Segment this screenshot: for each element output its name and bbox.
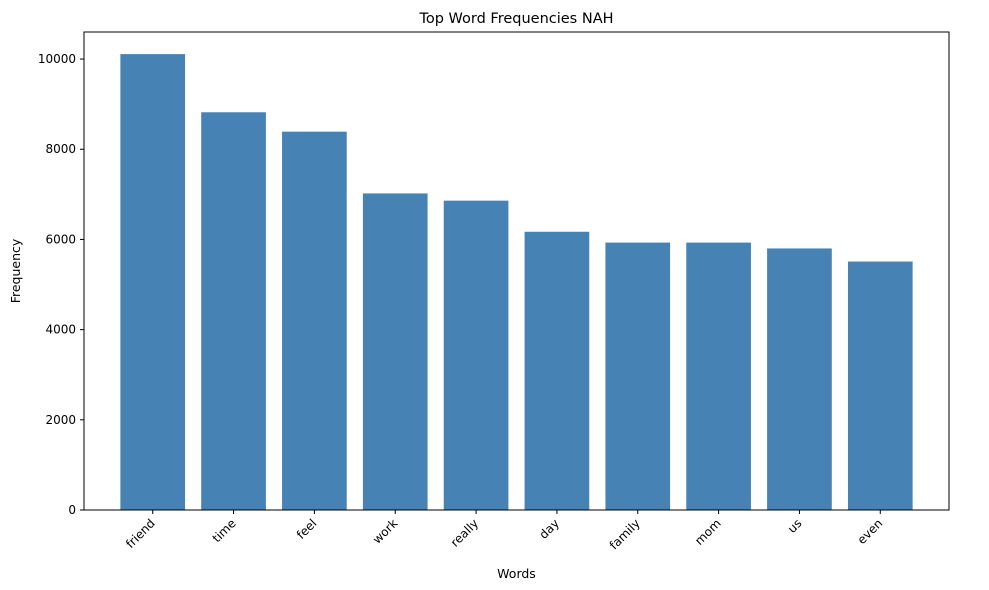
y-tick-label: 0 — [68, 503, 76, 517]
bar-feel — [282, 131, 347, 510]
y-tick-label: 4000 — [45, 323, 76, 337]
x-tick-label-family: family — [607, 516, 643, 552]
y-axis-label: Frequency — [8, 238, 23, 303]
plot-frame — [83, 31, 950, 511]
x-tick-label-time: time — [210, 516, 239, 545]
bar-really — [443, 200, 509, 510]
y-tick-label: 10000 — [38, 52, 76, 66]
bar-work — [362, 193, 428, 510]
x-tick-label-us: us — [785, 516, 805, 536]
chart-title: Top Word Frequencies NAH — [418, 11, 613, 27]
x-tick-label-really: really — [448, 516, 481, 549]
x-axis-label: Words — [497, 566, 536, 581]
y-axis: 0 2000 4000 6000 8000 10000 — [38, 52, 84, 517]
bar-family — [605, 242, 671, 510]
x-tick-label-work: work — [370, 516, 400, 546]
bar-us — [767, 248, 832, 511]
y-tick-label: 6000 — [45, 232, 76, 246]
x-tick-label-feel: feel — [294, 516, 320, 542]
bars-group — [120, 54, 913, 511]
x-tick-label-even: even — [855, 516, 886, 547]
x-axis: friend time feel work really day family mom us ev… — [123, 510, 885, 552]
bar-time — [201, 112, 266, 511]
bar-day — [524, 231, 590, 510]
y-tick-label: 2000 — [45, 413, 76, 427]
x-tick-label-friend: friend — [123, 516, 158, 551]
y-tick-label: 8000 — [45, 142, 76, 156]
bar-even — [847, 261, 913, 510]
bar-friend — [120, 54, 186, 511]
x-tick-label-day: day — [537, 516, 563, 542]
x-tick-label-mom: mom — [692, 516, 724, 548]
bar-mom — [686, 242, 751, 510]
